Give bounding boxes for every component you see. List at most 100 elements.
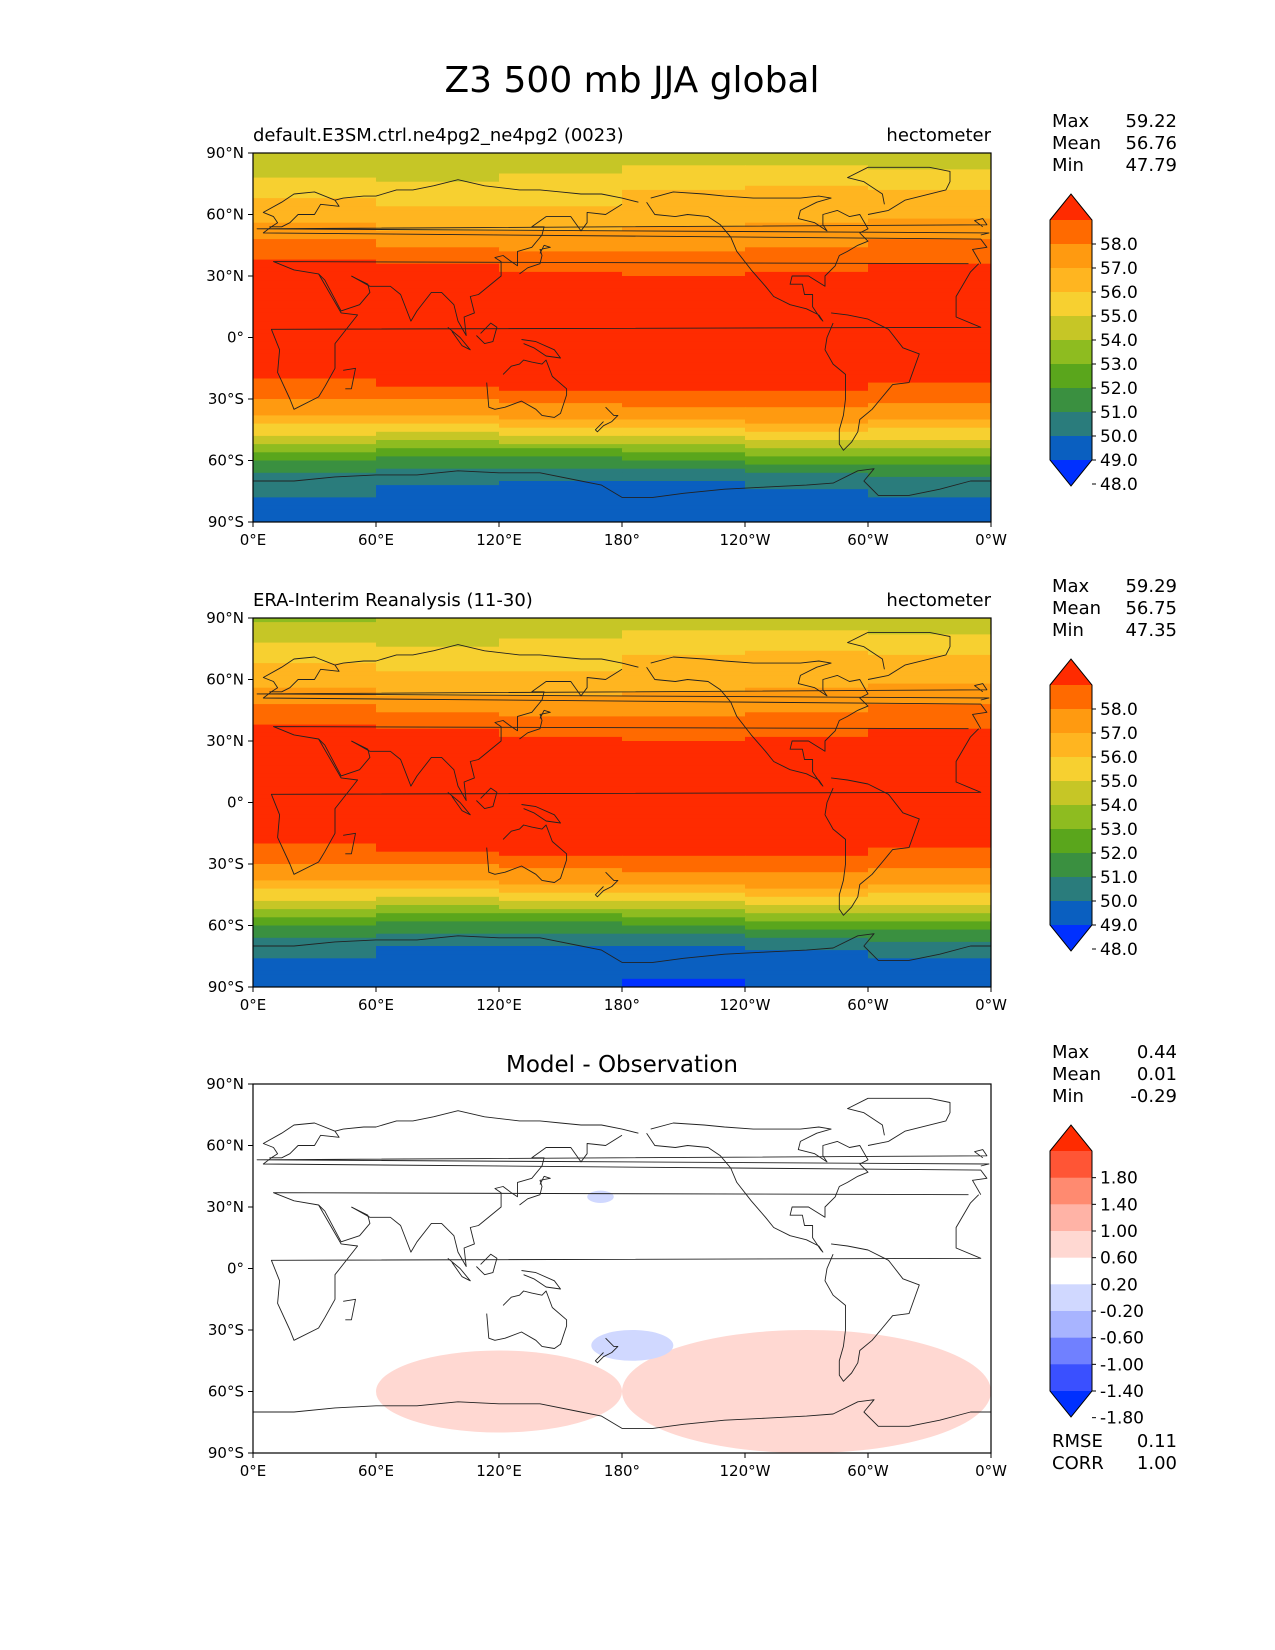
contour-fill bbox=[499, 185, 623, 191]
contour-fill bbox=[376, 638, 500, 644]
contour-fill bbox=[499, 933, 623, 939]
contour-fill bbox=[745, 321, 869, 326]
contour-fill bbox=[253, 239, 377, 244]
contour-fill bbox=[499, 880, 623, 886]
contour-fill bbox=[868, 284, 991, 289]
contour-fill bbox=[745, 937, 869, 943]
contour-fill bbox=[745, 872, 869, 877]
contour-fill bbox=[745, 626, 869, 631]
contour-fill bbox=[745, 153, 869, 158]
contour-fill bbox=[622, 304, 746, 310]
contour-fill bbox=[253, 753, 377, 758]
contour-fill bbox=[253, 382, 377, 388]
contour-fill bbox=[376, 827, 500, 832]
contour-fill bbox=[499, 267, 623, 273]
contour-fill bbox=[745, 634, 869, 640]
lat-tick-label: 60°N bbox=[206, 206, 244, 224]
contour-fill bbox=[499, 622, 623, 627]
colorbar-label: 56.0 bbox=[1100, 283, 1138, 303]
contour-fill bbox=[745, 435, 869, 441]
contour-fill bbox=[622, 757, 746, 763]
contour-fill bbox=[376, 419, 500, 425]
contour-fill bbox=[868, 859, 991, 865]
contour-fill bbox=[745, 847, 869, 853]
contour-fill bbox=[253, 827, 377, 832]
contour-fill bbox=[868, 263, 991, 269]
contour-fill bbox=[376, 880, 500, 886]
contour-fill bbox=[376, 362, 500, 367]
contour-fill bbox=[868, 847, 991, 853]
contour-fill bbox=[745, 169, 869, 175]
contour-fill bbox=[253, 173, 377, 179]
contour-fill bbox=[745, 782, 869, 787]
contour-fill bbox=[499, 157, 623, 162]
contour-fill bbox=[253, 786, 377, 791]
coastline-10 bbox=[594, 406, 619, 433]
contour-fill bbox=[868, 741, 991, 746]
contour-fill bbox=[868, 157, 991, 162]
contour-fill bbox=[745, 472, 869, 478]
contour-fill bbox=[745, 798, 869, 804]
contour-fill bbox=[499, 206, 623, 211]
contour-fill bbox=[376, 366, 500, 371]
contour-fill bbox=[499, 851, 623, 857]
contour-fill bbox=[745, 786, 869, 791]
contour-fill bbox=[253, 280, 377, 285]
contour-fill bbox=[868, 827, 991, 832]
contour-fill bbox=[499, 419, 623, 425]
contour-fill bbox=[376, 312, 500, 318]
contour-fill bbox=[622, 659, 746, 664]
contour-fill bbox=[745, 761, 869, 767]
contour-fill bbox=[376, 757, 500, 763]
contour-fill bbox=[499, 378, 623, 384]
contour-fill bbox=[745, 362, 869, 367]
contour-fill bbox=[376, 634, 500, 640]
contour-fill bbox=[745, 691, 869, 697]
contour-fill bbox=[253, 741, 377, 746]
contour-fill bbox=[622, 382, 746, 388]
contour-fill bbox=[622, 974, 746, 980]
contour-fill bbox=[499, 966, 623, 972]
contour-fill bbox=[745, 978, 869, 984]
contour-fill bbox=[499, 720, 623, 726]
contour-fill bbox=[745, 659, 869, 664]
contour-fill bbox=[499, 642, 623, 648]
contour-fill bbox=[499, 226, 623, 232]
contour-fill bbox=[745, 312, 869, 318]
contour-fill bbox=[376, 325, 500, 330]
contour-fill bbox=[622, 855, 746, 861]
contour-fill bbox=[622, 798, 746, 804]
contour-fill bbox=[499, 165, 623, 170]
contour-fill bbox=[622, 468, 746, 474]
contour-fill bbox=[499, 358, 623, 363]
colorbar-segment bbox=[1050, 901, 1092, 926]
contour-fill bbox=[868, 765, 991, 771]
contour-fill bbox=[499, 741, 623, 746]
contour-fill bbox=[376, 378, 500, 384]
contour-fill bbox=[622, 618, 746, 623]
contour-fill bbox=[376, 663, 500, 668]
contour-fill bbox=[376, 958, 500, 963]
contour-fill bbox=[745, 366, 869, 371]
contour-fill bbox=[499, 251, 623, 257]
contour-fill bbox=[376, 982, 500, 987]
panel-center-title: Model - Observation bbox=[506, 1052, 738, 1078]
contour-fill bbox=[868, 941, 991, 947]
contour-fill bbox=[253, 950, 377, 955]
contour-fill bbox=[745, 243, 869, 248]
contour-fill bbox=[376, 679, 500, 685]
contour-fill bbox=[745, 749, 869, 754]
contour-fill bbox=[745, 728, 869, 734]
contour-fill bbox=[376, 769, 500, 775]
contour-fill bbox=[253, 423, 377, 429]
contour-fill bbox=[253, 288, 377, 293]
contour-fill bbox=[745, 189, 869, 195]
contour-fill bbox=[868, 855, 991, 861]
coastline-4 bbox=[334, 179, 639, 203]
contour-fill bbox=[499, 864, 623, 869]
contour-fill bbox=[745, 638, 869, 644]
contour-fill bbox=[745, 411, 869, 416]
contour-fill bbox=[622, 165, 746, 170]
contour-fill bbox=[253, 157, 377, 162]
